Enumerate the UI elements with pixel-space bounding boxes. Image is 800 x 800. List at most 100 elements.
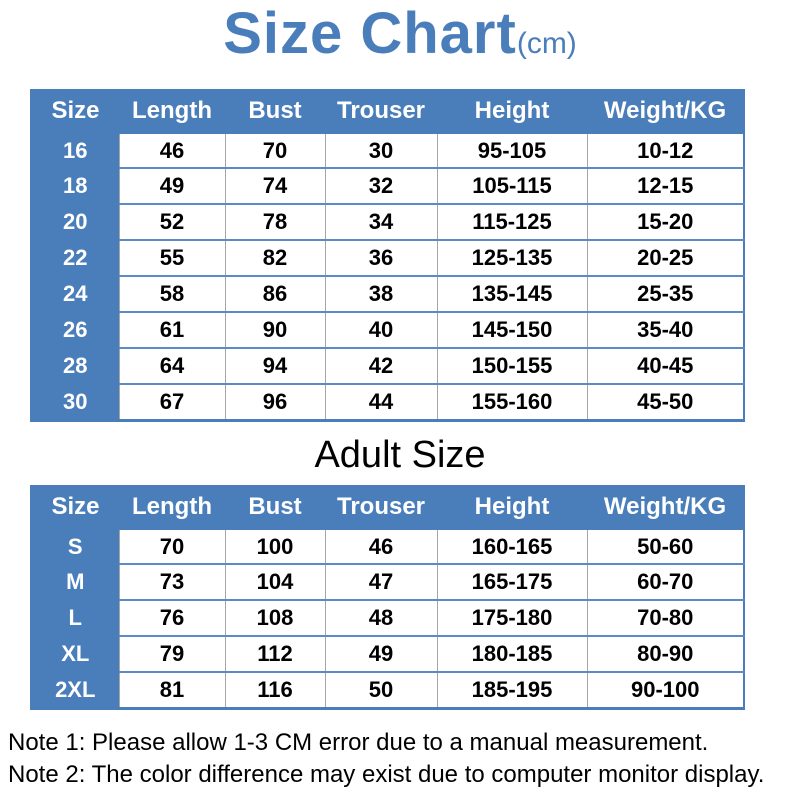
table-row: 2XL 81 116 50 185-195 90-100 <box>31 671 744 709</box>
size-label-cell: L <box>31 600 119 637</box>
table-cell: 40 <box>324 311 437 349</box>
size-label-cell: 28 <box>31 348 119 385</box>
size-label-cell: 18 <box>31 168 119 205</box>
size-label-cell: 30 <box>31 384 119 421</box>
table-cell: 61 <box>118 311 225 349</box>
table-cell: 36 <box>324 239 437 277</box>
column-header-length: Length <box>119 89 225 134</box>
column-header-weight: Weight/KG <box>587 485 744 530</box>
youth-size-table: Size Length Bust Trouser Height Weight/K… <box>30 88 745 422</box>
table-cell: 86 <box>224 275 325 313</box>
size-label-cell: 20 <box>31 204 119 241</box>
table-cell: 81 <box>118 671 225 709</box>
table-cell: 145-150 <box>436 311 587 349</box>
size-label-cell: 24 <box>31 276 119 313</box>
table-row: L 76 108 48 175-180 70-80 <box>31 599 744 637</box>
table-cell: 45-50 <box>586 383 744 421</box>
table-cell: 76 <box>118 599 225 637</box>
table-cell: 180-185 <box>436 635 587 673</box>
table-cell: 44 <box>324 383 437 421</box>
size-label-cell: 22 <box>31 240 119 277</box>
table-cell: 10-12 <box>586 132 744 169</box>
table-cell: 104 <box>224 563 325 601</box>
column-header-length: Length <box>119 485 225 530</box>
table-cell: 74 <box>224 167 325 205</box>
table-cell: 47 <box>324 563 437 601</box>
table-cell: 52 <box>118 203 225 241</box>
table-row: 26 61 90 40 145-150 35-40 <box>31 311 744 349</box>
table-cell: 70-80 <box>586 599 744 637</box>
adult-table-header-row: Size Length Bust Trouser Height Weight/K… <box>31 485 744 530</box>
table-cell: 94 <box>224 347 325 385</box>
table-cell: 185-195 <box>436 671 587 709</box>
table-cell: 46 <box>324 528 437 565</box>
table-cell: 60-70 <box>586 563 744 601</box>
table-cell: 50-60 <box>586 528 744 565</box>
table-cell: 80-90 <box>586 635 744 673</box>
table-cell: 40-45 <box>586 347 744 385</box>
note-1: Note 1: Please allow 1-3 CM error due to… <box>8 728 709 756</box>
table-cell: 95-105 <box>436 132 587 169</box>
table-cell: 79 <box>118 635 225 673</box>
column-header-height: Height <box>437 89 587 134</box>
table-row: M 73 104 47 165-175 60-70 <box>31 563 744 601</box>
column-header-bust: Bust <box>225 89 325 134</box>
table-row: 18 49 74 32 105-115 12-15 <box>31 167 744 205</box>
table-cell: 112 <box>224 635 325 673</box>
notes-section: Note 1: Please allow 1-3 CM error due to… <box>8 727 800 792</box>
column-header-size: Size <box>31 89 119 134</box>
size-label-cell: XL <box>31 636 119 673</box>
table-cell: 78 <box>224 203 325 241</box>
table-cell: 90 <box>224 311 325 349</box>
table-cell: 38 <box>324 275 437 313</box>
table-cell: 25-35 <box>586 275 744 313</box>
table-cell: 35-40 <box>586 311 744 349</box>
table-row: 16 46 70 30 95-105 10-12 <box>31 132 744 169</box>
note-2: Note 2: The color difference may exist d… <box>8 761 765 789</box>
table-cell: 46 <box>118 132 225 169</box>
table-row: 28 64 94 42 150-155 40-45 <box>31 347 744 385</box>
adult-size-table: Size Length Bust Trouser Height Weight/K… <box>30 484 745 710</box>
table-cell: 115-125 <box>436 203 587 241</box>
table-row: 22 55 82 36 125-135 20-25 <box>31 239 744 277</box>
table-cell: 175-180 <box>436 599 587 637</box>
table-cell: 160-165 <box>436 528 587 565</box>
table-cell: 108 <box>224 599 325 637</box>
table-cell: 116 <box>224 671 325 709</box>
table-cell: 34 <box>324 203 437 241</box>
adult-size-heading: Adult Size <box>314 433 486 476</box>
table-cell: 90-100 <box>586 671 744 709</box>
table-cell: 55 <box>118 239 225 277</box>
table-cell: 96 <box>224 383 325 421</box>
table-cell: 67 <box>118 383 225 421</box>
table-row: S 70 100 46 160-165 50-60 <box>31 528 744 565</box>
table-cell: 150-155 <box>436 347 587 385</box>
column-header-bust: Bust <box>225 485 325 530</box>
table-cell: 70 <box>224 132 325 169</box>
table-cell: 49 <box>324 635 437 673</box>
table-cell: 70 <box>118 528 225 565</box>
page-title-unit: (cm) <box>516 27 577 60</box>
table-row: 24 58 86 38 135-145 25-35 <box>31 275 744 313</box>
table-cell: 32 <box>324 167 437 205</box>
table-cell: 20-25 <box>586 239 744 277</box>
column-header-trouser: Trouser <box>325 485 437 530</box>
size-label-cell: 2XL <box>31 672 119 709</box>
table-cell: 58 <box>118 275 225 313</box>
page-title-text: Size Chart <box>223 1 517 66</box>
table-row: 20 52 78 34 115-125 15-20 <box>31 203 744 241</box>
table-row: XL 79 112 49 180-185 80-90 <box>31 635 744 673</box>
table-cell: 125-135 <box>436 239 587 277</box>
size-label-cell: S <box>31 528 119 565</box>
table-cell: 12-15 <box>586 167 744 205</box>
table-cell: 49 <box>118 167 225 205</box>
table-cell: 155-160 <box>436 383 587 421</box>
table-cell: 135-145 <box>436 275 587 313</box>
table-cell: 165-175 <box>436 563 587 601</box>
size-label-cell: M <box>31 564 119 601</box>
table-cell: 64 <box>118 347 225 385</box>
table-cell: 30 <box>324 132 437 169</box>
table-cell: 73 <box>118 563 225 601</box>
table-cell: 82 <box>224 239 325 277</box>
